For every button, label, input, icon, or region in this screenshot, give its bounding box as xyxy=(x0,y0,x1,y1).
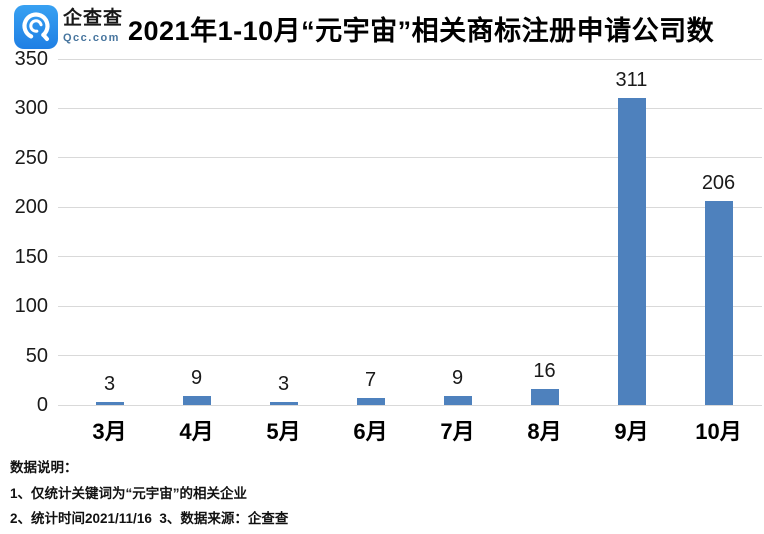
bar xyxy=(617,97,646,405)
gridline xyxy=(58,157,762,159)
gridline xyxy=(58,404,762,406)
y-axis-tick-label: 350 xyxy=(14,48,48,70)
qcc-logo-icon xyxy=(14,5,58,49)
logo-name: 企查查 xyxy=(63,8,124,29)
x-axis-tick-label: 8月 xyxy=(527,419,562,444)
bar-value-label: 16 xyxy=(533,360,556,383)
bar-chart: 0 50 100 150 200 250 300 350 3 3月 9 4月 3 5月 7 6月 9 7月 16 8月… xyxy=(14,48,762,444)
bar xyxy=(269,402,298,405)
x-axis-tick-label: 4月 xyxy=(179,419,214,444)
bar-value-label: 311 xyxy=(615,68,648,91)
logo-domain: Qcc.com xyxy=(63,32,120,44)
bar xyxy=(704,201,733,405)
bar-value-label: 9 xyxy=(451,367,464,390)
bar xyxy=(443,396,472,405)
bar xyxy=(530,389,559,405)
gridline xyxy=(58,305,762,307)
x-axis-tick-label: 6月 xyxy=(353,419,388,444)
x-axis-tick-label: 7月 xyxy=(440,419,475,444)
note-line-2: 2、统计时间2021/11/16 3、数据来源：企查查 xyxy=(10,511,289,526)
qcc-logo: 企查查 Qcc.com xyxy=(14,5,124,49)
y-axis-tick-label: 250 xyxy=(14,146,48,169)
gridline xyxy=(58,107,762,109)
gridline xyxy=(58,58,762,60)
x-axis-tick-label: 3月 xyxy=(92,419,127,444)
bar xyxy=(356,398,385,405)
y-axis-tick-label: 300 xyxy=(14,97,48,120)
note-line-1: 1、仅统计关键词为“元宇宙”的相关企业 xyxy=(10,485,248,501)
y-axis-tick-label: 100 xyxy=(14,295,48,318)
y-axis-tick-label: 50 xyxy=(25,344,48,367)
bar xyxy=(95,402,124,405)
bar-value-label: 206 xyxy=(701,172,736,195)
gridline xyxy=(58,256,762,258)
bar-value-label: 3 xyxy=(277,373,290,396)
bar xyxy=(182,396,211,405)
notes-heading: 数据说明： xyxy=(10,460,78,475)
x-axis-tick-label: 5月 xyxy=(266,419,301,444)
gridline xyxy=(58,355,762,357)
data-notes: 数据说明： 1、仅统计关键词为“元宇宙”的相关企业 2、统计时间2021/11/… xyxy=(10,459,750,527)
header: 企查查 Qcc.com 2021年1-10月“元宇宙”相关商标注册申请公司数 xyxy=(0,0,764,56)
y-axis-tick-label: 0 xyxy=(36,394,48,416)
bar-value-label: 9 xyxy=(190,367,203,390)
chart-title: 2021年1-10月“元宇宙”相关商标注册申请公司数 xyxy=(128,16,715,46)
x-axis-tick-label: 10月 xyxy=(695,419,742,444)
bar-value-label: 3 xyxy=(103,373,116,396)
bar-value-label: 7 xyxy=(364,369,377,392)
y-axis-tick-label: 150 xyxy=(14,245,48,268)
y-axis-tick-label: 200 xyxy=(14,196,48,219)
x-axis-tick-label: 9月 xyxy=(614,419,649,444)
gridline xyxy=(58,206,762,208)
